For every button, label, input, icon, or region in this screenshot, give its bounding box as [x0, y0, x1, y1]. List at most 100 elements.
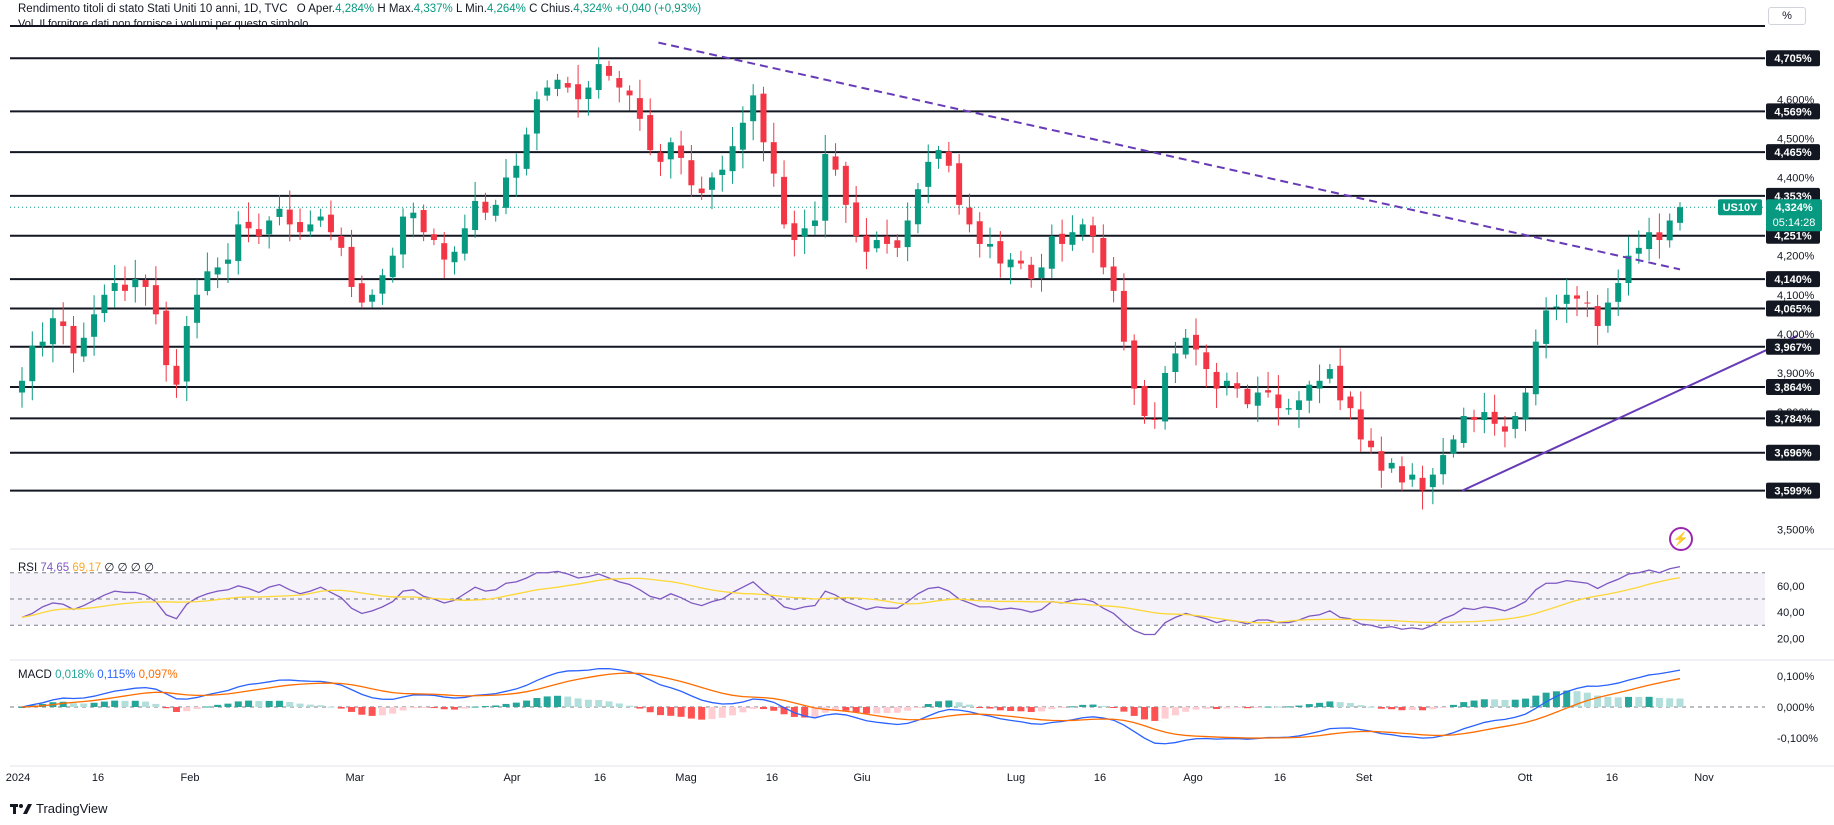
level-tag-bg: [1766, 444, 1820, 461]
candle: [348, 229, 355, 298]
unit-button[interactable]: %: [1768, 7, 1806, 25]
candle: [297, 208, 304, 240]
macd-hist-bar: [698, 707, 706, 720]
candle: [1110, 256, 1117, 303]
macd-hist-bar: [337, 707, 345, 709]
level-tag-label: 3,864%: [1774, 382, 1812, 394]
time-tick-label: 16: [1094, 772, 1106, 784]
candle: [822, 134, 829, 238]
candle: [420, 204, 427, 242]
candle-body: [1646, 232, 1653, 250]
candle: [1120, 273, 1127, 351]
candle: [708, 172, 715, 210]
candle: [101, 284, 108, 323]
candle: [564, 76, 571, 93]
macd-hist-bar: [1604, 696, 1612, 707]
candle-body: [482, 201, 489, 213]
candle-body: [698, 188, 705, 194]
candle-body: [956, 163, 963, 205]
macd-hist-bar: [440, 707, 448, 710]
candle: [49, 309, 56, 363]
candle-body: [832, 156, 839, 170]
candle-body: [461, 228, 468, 254]
macd-hist-bar: [1460, 702, 1468, 707]
candle: [811, 201, 818, 235]
candle: [369, 289, 376, 308]
macd-hist-bar: [965, 704, 973, 707]
candle: [1131, 334, 1138, 406]
candle: [121, 266, 128, 301]
macd-hist-bar: [1017, 707, 1025, 712]
candle-body: [101, 294, 108, 314]
macd-hist-bar: [687, 707, 695, 719]
chart-header: Rendimento titoli di stato Stati Uniti 1…: [18, 3, 701, 15]
macd-hist-bar: [1480, 699, 1488, 707]
level-tag: 4,065%: [1766, 300, 1820, 317]
lightning-icon[interactable]: ⚡: [1669, 527, 1693, 551]
candle-body: [338, 235, 345, 248]
macd-hist-bar: [1367, 706, 1375, 708]
macd-hist-bar: [275, 700, 283, 707]
candle-body: [317, 216, 324, 221]
macd-hist-bar: [1161, 707, 1169, 719]
macd-hist-bar: [770, 707, 778, 711]
candle-body: [1234, 383, 1241, 389]
macd-hist-bar: [729, 707, 737, 716]
tradingview-icon: [10, 803, 32, 814]
candle: [255, 213, 262, 244]
candle-body: [245, 221, 252, 229]
candle-body: [719, 169, 726, 176]
close-label: C: [529, 3, 538, 15]
macd-hist-bar: [1130, 707, 1138, 716]
level-tag-label: 3,599%: [1774, 486, 1812, 498]
candle-body: [204, 271, 211, 292]
price-tick-label: 4,100%: [1777, 290, 1815, 302]
rsi-panel: 60,00 40,00 20,00: [10, 548, 1834, 645]
macd-hist-bar: [1099, 705, 1107, 707]
candle-body: [60, 321, 67, 327]
candle: [678, 130, 685, 175]
candle: [338, 227, 345, 257]
trendline-solid: [1461, 334, 1798, 492]
candle: [1440, 437, 1447, 485]
candle: [441, 231, 448, 279]
macd-hist-bar: [708, 707, 716, 720]
level-tag-bg: [1766, 410, 1820, 427]
level-tag-bg: [1766, 482, 1820, 499]
candle: [142, 274, 149, 306]
macd-hist-bar: [955, 702, 963, 707]
macd-hist-bar: [1223, 707, 1231, 709]
candle-body: [688, 160, 695, 186]
macd-hist-bar: [986, 707, 994, 709]
candle: [585, 80, 592, 116]
macd-hist-bar: [69, 703, 77, 707]
candle: [1450, 435, 1457, 458]
candle-body: [1213, 371, 1220, 389]
candle-body: [1409, 474, 1416, 480]
candle-body: [987, 243, 994, 247]
macd-hist-bar: [811, 707, 819, 717]
candle-body: [451, 251, 458, 263]
high-value: 4,337%: [413, 3, 453, 15]
candle-body: [1028, 264, 1035, 280]
macd-hist-bar: [1089, 704, 1097, 707]
candle-body: [1388, 462, 1395, 469]
candle-body: [1584, 302, 1591, 304]
candle: [863, 218, 870, 270]
macd-hist-bar: [739, 707, 747, 713]
candle-body: [1100, 238, 1107, 268]
macd-hist-bar: [1038, 707, 1046, 712]
macd-hist-bar: [1573, 691, 1581, 707]
level-tag-label: 3,967%: [1774, 342, 1812, 354]
candle: [719, 155, 726, 192]
candle-body: [914, 189, 921, 225]
price-tick-label: 4,600%: [1777, 94, 1815, 106]
candle: [379, 268, 386, 305]
rsi-tick-label: 40,00: [1777, 607, 1805, 619]
macd-hist-bar: [1120, 707, 1128, 712]
candle: [482, 192, 489, 220]
macd-hist-bar: [512, 702, 520, 707]
candle: [554, 73, 561, 97]
symbol-tag: US10Y: [1718, 199, 1762, 216]
